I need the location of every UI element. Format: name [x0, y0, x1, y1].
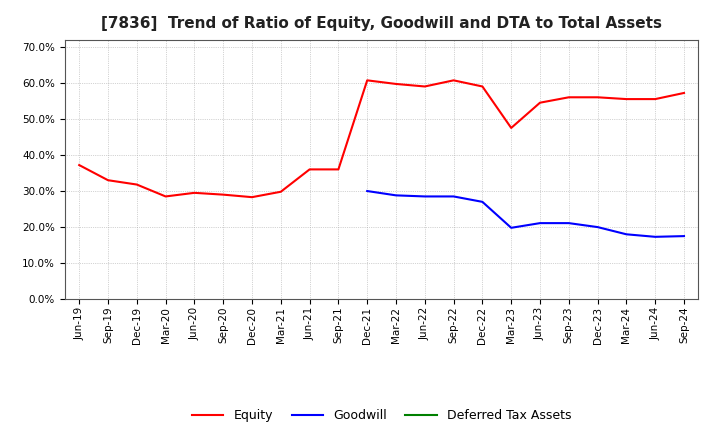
Goodwill	[363, 188, 372, 194]
Equity	[420, 84, 429, 89]
Equity	[680, 90, 688, 95]
Equity	[478, 84, 487, 89]
Equity	[564, 95, 573, 100]
Equity	[248, 194, 256, 200]
Equity	[651, 96, 660, 102]
Goodwill	[392, 193, 400, 198]
Equity	[334, 167, 343, 172]
Equity	[507, 125, 516, 131]
Goodwill	[680, 234, 688, 239]
Equity	[449, 78, 458, 83]
Goodwill	[507, 225, 516, 231]
Equity	[363, 78, 372, 83]
Equity	[622, 96, 631, 102]
Equity	[161, 194, 170, 199]
Goodwill	[564, 220, 573, 226]
Equity	[132, 182, 141, 187]
Line: Equity: Equity	[79, 81, 684, 197]
Equity	[593, 95, 602, 100]
Goodwill	[449, 194, 458, 199]
Goodwill	[622, 231, 631, 237]
Goodwill	[536, 220, 544, 226]
Title: [7836]  Trend of Ratio of Equity, Goodwill and DTA to Total Assets: [7836] Trend of Ratio of Equity, Goodwil…	[101, 16, 662, 32]
Goodwill	[420, 194, 429, 199]
Equity	[536, 100, 544, 105]
Goodwill	[478, 199, 487, 205]
Goodwill	[651, 234, 660, 239]
Equity	[305, 167, 314, 172]
Line: Goodwill: Goodwill	[367, 191, 684, 237]
Equity	[392, 81, 400, 87]
Equity	[104, 178, 112, 183]
Equity	[190, 190, 199, 195]
Equity	[276, 189, 285, 194]
Equity	[219, 192, 228, 197]
Legend: Equity, Goodwill, Deferred Tax Assets: Equity, Goodwill, Deferred Tax Assets	[187, 404, 576, 427]
Equity	[75, 162, 84, 168]
Goodwill	[593, 224, 602, 230]
